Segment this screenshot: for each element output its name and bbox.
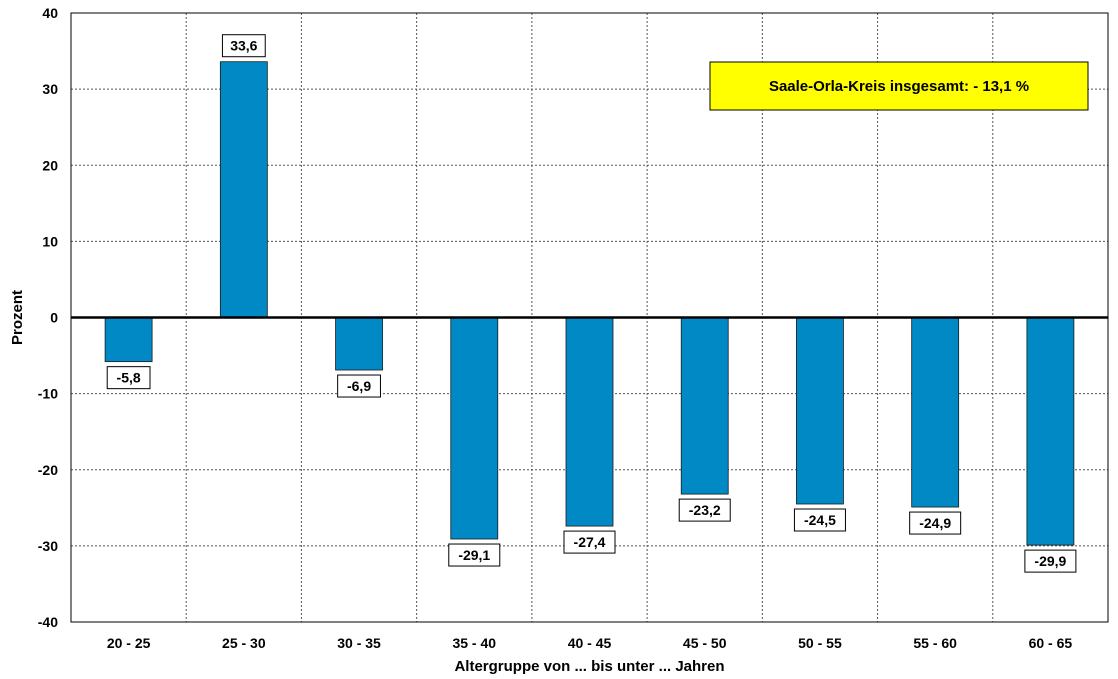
bar-25-30 [219, 61, 268, 318]
x-tick-label: 60 - 65 [1029, 635, 1073, 651]
data-label-box [106, 366, 151, 390]
y-tick-labels: -40 -30 -20 -10 0 10 20 30 40 [38, 5, 58, 630]
data-label-box [678, 498, 731, 522]
y-tick-label: 30 [42, 81, 58, 97]
x-tick-label: 30 - 35 [337, 635, 381, 651]
y-tick-label: -20 [38, 462, 58, 478]
x-axis-title: Altergruppe von ... bis unter ... Jahren [454, 658, 724, 675]
data-label-box [448, 543, 501, 567]
x-tick-label: 45 - 50 [683, 635, 727, 651]
y-tick-label: 40 [42, 5, 58, 21]
y-tick-label: -10 [38, 386, 58, 402]
y-tick-label: 0 [50, 310, 58, 326]
y-tick-label: -40 [38, 614, 58, 630]
x-tick-label: 35 - 40 [452, 635, 496, 651]
data-label: 33,6 [221, 34, 266, 58]
bar-20-25 [104, 317, 153, 363]
data-label-text: -23,2 [689, 502, 721, 518]
data-label-box [909, 511, 962, 535]
data-label-text: -29,1 [458, 547, 490, 563]
data-label: -29,9 [1024, 549, 1077, 573]
data-label: -23,2 [678, 498, 731, 522]
bar-55-60 [911, 317, 960, 508]
x-tick-label: 40 - 45 [568, 635, 612, 651]
annotation-box: Saale-Orla-Kreis insgesamt: - 13,1 % [709, 61, 1089, 111]
data-label-text: -24,5 [804, 512, 836, 528]
data-label-text: -27,4 [574, 534, 606, 550]
x-tick-labels: 20 - 25 25 - 30 30 - 35 35 - 40 40 - 45 45 - … [107, 635, 1073, 651]
y-axis-title: Prozent [9, 290, 26, 345]
data-label-box [563, 530, 616, 554]
data-label: -29,1 [448, 543, 501, 567]
data-labels: -5,8 33,6 -6,9 -29,1 -27,4 -23,2 -24,5 -24,9 -29… [106, 34, 1077, 573]
data-label-box [1024, 549, 1077, 573]
plot-border [70, 12, 1109, 623]
data-label-text: 33,6 [230, 38, 257, 54]
x-tick-label: 55 - 60 [913, 635, 957, 651]
bar-60-65 [1026, 317, 1075, 546]
data-label-box [337, 374, 381, 398]
bar-50-55 [796, 317, 844, 505]
data-label-text: -24,9 [919, 515, 951, 531]
annotation-background [709, 61, 1089, 111]
data-label-text: -29,9 [1034, 553, 1066, 569]
data-label: -27,4 [563, 530, 616, 554]
bar-30-35 [335, 317, 383, 371]
data-label: -24,5 [793, 508, 846, 532]
bars [104, 61, 1075, 546]
annotation-text: Saale-Orla-Kreis insgesamt: - 13,1 % [769, 78, 1029, 95]
x-tick-label: 20 - 25 [107, 635, 151, 651]
y-tick-label: 20 [42, 157, 58, 173]
x-tick-label: 25 - 30 [222, 635, 266, 651]
bar-35-40 [450, 317, 499, 540]
y-tick-label: 10 [42, 233, 58, 249]
data-label-text: -6,9 [347, 378, 371, 394]
bar-45-50 [680, 317, 729, 495]
data-label-box [221, 34, 266, 58]
bar-40-45 [565, 317, 614, 527]
y-tick-label: -30 [38, 538, 58, 554]
data-label-text: -5,8 [117, 370, 141, 386]
data-label: -5,8 [106, 366, 151, 390]
data-label: -24,9 [909, 511, 962, 535]
data-label-box [793, 508, 846, 532]
x-tick-label: 50 - 55 [798, 635, 842, 651]
data-label: -6,9 [337, 374, 381, 398]
